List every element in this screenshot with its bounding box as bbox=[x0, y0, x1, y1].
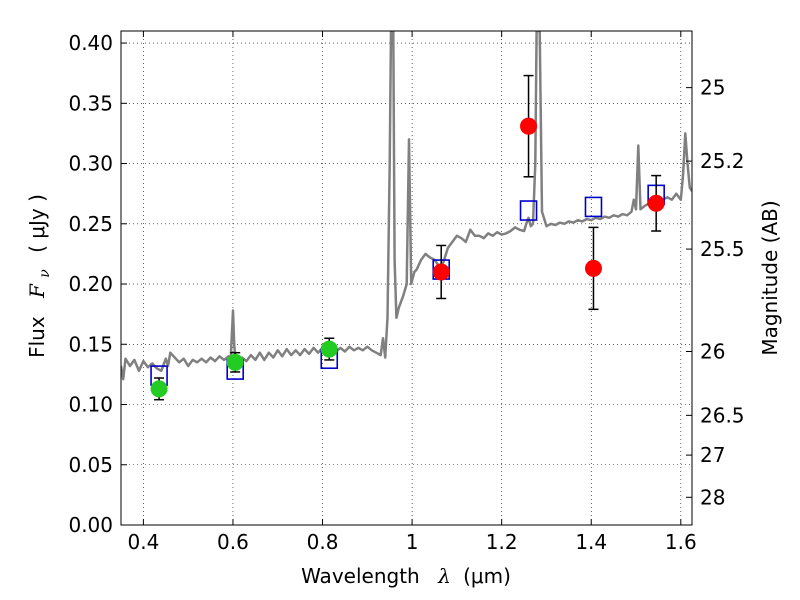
tick-labels: 0.4 0.6 0.8 1 1.2 1.4 1.6 0.00 0.05 0.10 0.15 0.20 0… bbox=[68, 31, 744, 554]
y-tick-label-1: 0.05 bbox=[68, 453, 113, 477]
spectrum-line bbox=[121, 31, 692, 381]
y-axis-label-text: Flux bbox=[25, 316, 49, 358]
y-tick-label-4: 0.20 bbox=[68, 272, 113, 296]
x-axis-label-units: (μm) bbox=[463, 564, 511, 588]
plot-frame bbox=[120, 30, 693, 526]
x-tick-label-2: 0.8 bbox=[307, 530, 339, 554]
y-axis-label-subscript: ν bbox=[37, 269, 53, 278]
data-point-3-3 bbox=[647, 194, 665, 212]
x-tick-label-4: 1.2 bbox=[486, 530, 518, 554]
plot-inner bbox=[121, 31, 692, 401]
y2-tick-label-0: 25 bbox=[700, 76, 725, 100]
data-point-2-0 bbox=[150, 380, 168, 398]
data-point-2-1 bbox=[226, 353, 244, 371]
y-tick-label-7: 0.35 bbox=[68, 91, 113, 115]
y-axis-label: Flux F ν ( μJy ) bbox=[25, 194, 54, 358]
y2-tick-label-3: 26 bbox=[700, 339, 725, 363]
y-tick-label-8: 0.40 bbox=[68, 31, 113, 55]
y2-tick-label-2: 25.5 bbox=[700, 237, 745, 261]
y-tick-label-0: 0.00 bbox=[68, 513, 113, 537]
data-point-3-1 bbox=[520, 117, 538, 135]
data-point-3-0 bbox=[432, 263, 450, 281]
x-axis-label: Wavelength λ (μm) bbox=[301, 564, 511, 588]
y2-axis-label: Magnitude (AB) bbox=[758, 200, 782, 355]
x-axis-label-text: Wavelength bbox=[301, 564, 420, 588]
x-axis-label-symbol: λ bbox=[437, 564, 451, 588]
y2-tick-label-4: 26.5 bbox=[700, 403, 745, 427]
y-axis-label-symbol: F bbox=[25, 283, 49, 299]
tick-marks bbox=[121, 31, 692, 526]
y-tick-label-2: 0.10 bbox=[68, 393, 113, 417]
y-tick-label-6: 0.30 bbox=[68, 152, 113, 176]
x-tick-label-3: 1 bbox=[406, 530, 419, 554]
y-axis-label-units: ( μJy ) bbox=[25, 194, 49, 253]
data-point-2-2 bbox=[320, 340, 338, 358]
x-tick-label-1: 0.6 bbox=[217, 530, 249, 554]
x-tick-label-5: 1.4 bbox=[575, 530, 607, 554]
y2-tick-label-5: 27 bbox=[700, 443, 725, 467]
plot-area bbox=[121, 31, 692, 401]
x-tick-label-6: 1.6 bbox=[665, 530, 697, 554]
model-square-5 bbox=[584, 196, 603, 218]
y2-tick-label-1: 25.2 bbox=[700, 149, 745, 173]
y2-tick-label-6: 28 bbox=[700, 485, 725, 509]
x-tick-label-0: 0.4 bbox=[127, 530, 159, 554]
model-square-4 bbox=[519, 200, 538, 221]
y-tick-label-5: 0.25 bbox=[68, 212, 113, 236]
data-point-3-2 bbox=[584, 259, 602, 277]
y-tick-label-3: 0.15 bbox=[68, 332, 113, 356]
